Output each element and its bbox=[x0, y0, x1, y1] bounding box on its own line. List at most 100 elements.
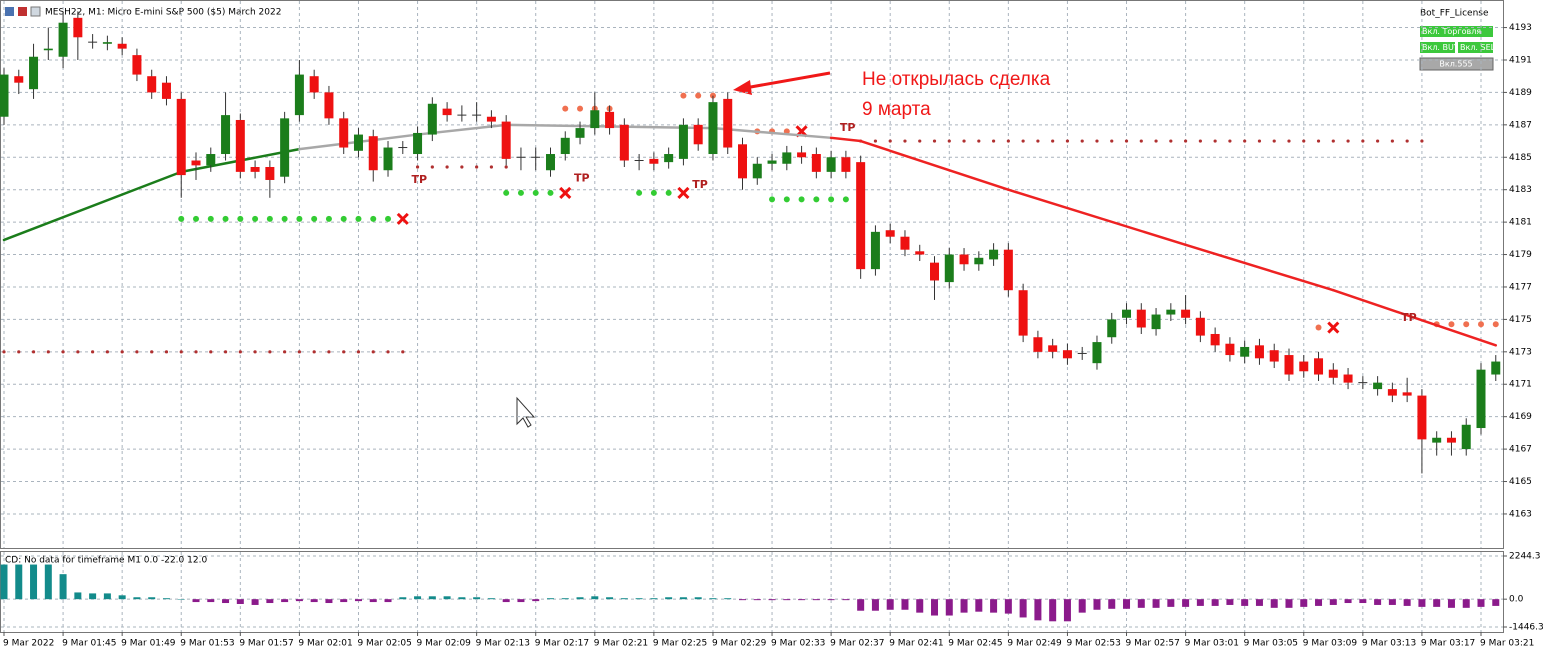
histogram-bar bbox=[1196, 599, 1204, 606]
candle-body bbox=[1432, 437, 1442, 443]
level-dot bbox=[401, 350, 405, 354]
histogram-bar bbox=[798, 599, 806, 601]
level-dot bbox=[193, 215, 200, 222]
level-dot bbox=[903, 139, 907, 143]
level-dot bbox=[342, 350, 346, 354]
x-tick-label: 9 Mar 02:25 bbox=[653, 639, 707, 649]
candle-body bbox=[752, 163, 762, 179]
candle-body bbox=[294, 74, 304, 116]
moving-average bbox=[829, 136, 862, 143]
x-tick-label: 9 Mar 03:09 bbox=[1303, 639, 1358, 649]
candle-body bbox=[368, 136, 378, 171]
histogram-bar bbox=[561, 598, 569, 600]
histogram-bar bbox=[1374, 599, 1382, 605]
button-label[interactable]: Вкл.555 bbox=[1439, 60, 1472, 69]
level-dot bbox=[340, 215, 347, 222]
button[interactable] bbox=[1420, 42, 1455, 53]
candle-body bbox=[413, 132, 423, 155]
tp-label: TP bbox=[412, 173, 428, 186]
histogram-bar bbox=[886, 599, 894, 610]
candle-body bbox=[486, 116, 496, 122]
histogram-bar bbox=[295, 599, 303, 602]
histogram-bar bbox=[384, 599, 392, 603]
level-dot bbox=[415, 165, 420, 169]
candle-body bbox=[885, 230, 895, 237]
button[interactable] bbox=[1458, 42, 1493, 53]
candle-body bbox=[43, 48, 53, 51]
histogram-bar bbox=[502, 599, 510, 603]
histogram-bar bbox=[1182, 599, 1190, 607]
candle-body bbox=[1402, 392, 1412, 396]
annotation: 9 марта bbox=[862, 99, 931, 120]
y-tick-label: 4173 bbox=[1509, 347, 1532, 357]
histogram-bar bbox=[251, 599, 259, 605]
button-label[interactable]: Вкл. BUY bbox=[1422, 43, 1459, 52]
histogram-bar bbox=[177, 599, 185, 600]
histogram-bar bbox=[783, 599, 791, 601]
x-tick-label: 9 Mar 02:21 bbox=[594, 639, 648, 649]
level-dot bbox=[252, 215, 259, 222]
level-dot bbox=[1065, 139, 1070, 143]
candle-body bbox=[147, 76, 157, 93]
histogram-bar bbox=[1049, 599, 1057, 622]
histogram-bar bbox=[1241, 599, 1249, 606]
x-tick-label: 9 Mar 02:57 bbox=[1126, 639, 1180, 649]
level-dot bbox=[268, 350, 272, 354]
level-dot bbox=[932, 139, 937, 143]
candle-body bbox=[1181, 309, 1191, 318]
button-label[interactable]: Вкл. SELL bbox=[1460, 43, 1500, 52]
level-dot bbox=[577, 105, 584, 112]
level-dot bbox=[873, 139, 878, 143]
level-dot bbox=[61, 350, 65, 354]
histogram-bar bbox=[1019, 599, 1027, 618]
candle-body bbox=[1210, 333, 1220, 346]
cursor bbox=[516, 396, 536, 428]
y-tick-label: 4169 bbox=[1509, 412, 1532, 422]
button[interactable] bbox=[1419, 57, 1494, 71]
level-dot bbox=[1316, 139, 1321, 143]
level-dot bbox=[1257, 139, 1262, 143]
histogram-bar bbox=[1108, 599, 1116, 609]
x-tick-label: 9 Mar 02:09 bbox=[417, 639, 472, 649]
candle-body bbox=[575, 128, 585, 138]
histogram-bar bbox=[901, 599, 909, 610]
level-dot bbox=[1478, 321, 1484, 328]
histogram-bar bbox=[591, 596, 599, 600]
y-tick-label: 4185 bbox=[1509, 153, 1532, 163]
level-cross bbox=[677, 186, 690, 199]
candle-body bbox=[250, 166, 260, 172]
level-dot bbox=[1315, 324, 1322, 331]
level-dot bbox=[562, 105, 569, 112]
level-dot bbox=[150, 350, 154, 354]
histogram-bar bbox=[812, 599, 820, 601]
candle-body bbox=[649, 158, 659, 164]
candle-body bbox=[1195, 317, 1205, 336]
button-label[interactable]: Вкл. Торговля bbox=[1422, 27, 1481, 36]
level-dot bbox=[475, 165, 479, 169]
level-dot bbox=[1213, 139, 1217, 143]
histogram-bar bbox=[975, 599, 983, 612]
histogram-bar bbox=[1433, 599, 1441, 607]
level-dot bbox=[636, 189, 643, 196]
histogram-bar bbox=[222, 599, 230, 604]
level-dot bbox=[1376, 139, 1380, 143]
candle-body bbox=[221, 115, 231, 155]
candle-body bbox=[1373, 382, 1383, 390]
level-dot bbox=[178, 215, 185, 222]
candle-body bbox=[900, 236, 910, 250]
level-dot bbox=[312, 350, 316, 354]
candle-body bbox=[1446, 437, 1456, 443]
histogram-bar bbox=[931, 599, 939, 616]
candle-body bbox=[132, 55, 142, 75]
level-dot bbox=[1051, 139, 1055, 143]
level-dot bbox=[1006, 139, 1010, 143]
x-tick-label: 9 Mar 02:17 bbox=[535, 639, 589, 649]
candle-body bbox=[1328, 369, 1338, 378]
button[interactable] bbox=[1420, 26, 1493, 37]
candle-body bbox=[235, 119, 245, 172]
y-tick-label: 4171 bbox=[1509, 380, 1532, 390]
histogram-bar bbox=[1315, 599, 1323, 606]
level-dot bbox=[813, 196, 820, 203]
candle-body bbox=[959, 254, 969, 265]
histogram-bar bbox=[1447, 599, 1455, 608]
